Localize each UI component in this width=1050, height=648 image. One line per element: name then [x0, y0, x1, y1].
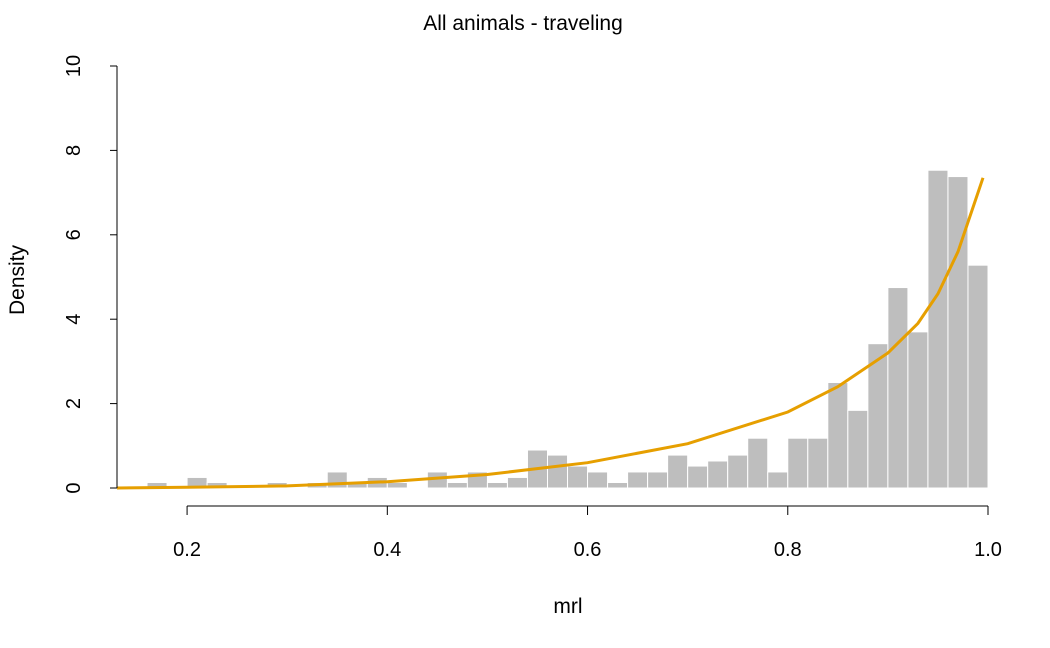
histogram-bar-34	[927, 169, 949, 489]
histogram-bar-16	[567, 465, 589, 489]
histogram-bar-15	[546, 454, 569, 489]
histogram-bar-8	[386, 482, 408, 489]
x-axis: 0.2 0.4 0.6 0.8 1.0	[173, 505, 1002, 561]
histogram-bar-28	[807, 437, 829, 489]
histogram-bar-32	[887, 287, 909, 489]
histogram-bar-25	[747, 437, 769, 489]
y-tick-label-3: 6	[63, 229, 85, 240]
y-axis: 0 2 4 6 8 10	[63, 55, 118, 494]
y-tick-label-4: 8	[63, 145, 85, 156]
histogram-bar-24	[727, 454, 749, 489]
histogram-bar-30	[847, 409, 869, 489]
x-tick-label-0: 0.2	[173, 539, 201, 561]
histogram-bar-19	[627, 471, 649, 489]
histogram-bar-27	[787, 437, 809, 489]
x-axis-label: mrl	[553, 595, 582, 618]
histogram-bar-21	[667, 454, 689, 489]
histogram-bar-35	[947, 176, 969, 489]
y-axis-label: Density	[6, 244, 29, 315]
histogram-bar-33	[907, 331, 929, 489]
histogram-bar-23	[707, 460, 729, 489]
x-tick-label-3: 0.8	[774, 539, 802, 561]
y-tick-label-2: 4	[63, 314, 85, 325]
x-tick-label-4: 1.0	[974, 539, 1002, 561]
histogram-bar-20	[647, 471, 669, 489]
y-tick-label-0: 0	[63, 482, 85, 493]
histogram-bar-10	[446, 482, 468, 489]
histogram-bar-36	[967, 264, 989, 489]
histogram-bar-29	[827, 382, 849, 489]
x-tick-label-2: 0.6	[574, 539, 602, 561]
histogram-bar-18	[607, 482, 629, 489]
histogram-bar-26	[767, 471, 789, 489]
histogram-bars	[146, 169, 989, 489]
histogram-bar-22	[687, 465, 709, 489]
histogram-bar-13	[506, 476, 528, 489]
y-tick-label-1: 2	[63, 398, 85, 409]
y-tick-label-5: 10	[63, 55, 85, 77]
histogram-bar-17	[587, 471, 609, 489]
density-curve	[116, 177, 985, 490]
histogram-bar-12	[486, 482, 508, 489]
chart-title: All animals - traveling	[423, 12, 623, 35]
x-tick-label-1: 0.4	[373, 539, 401, 561]
